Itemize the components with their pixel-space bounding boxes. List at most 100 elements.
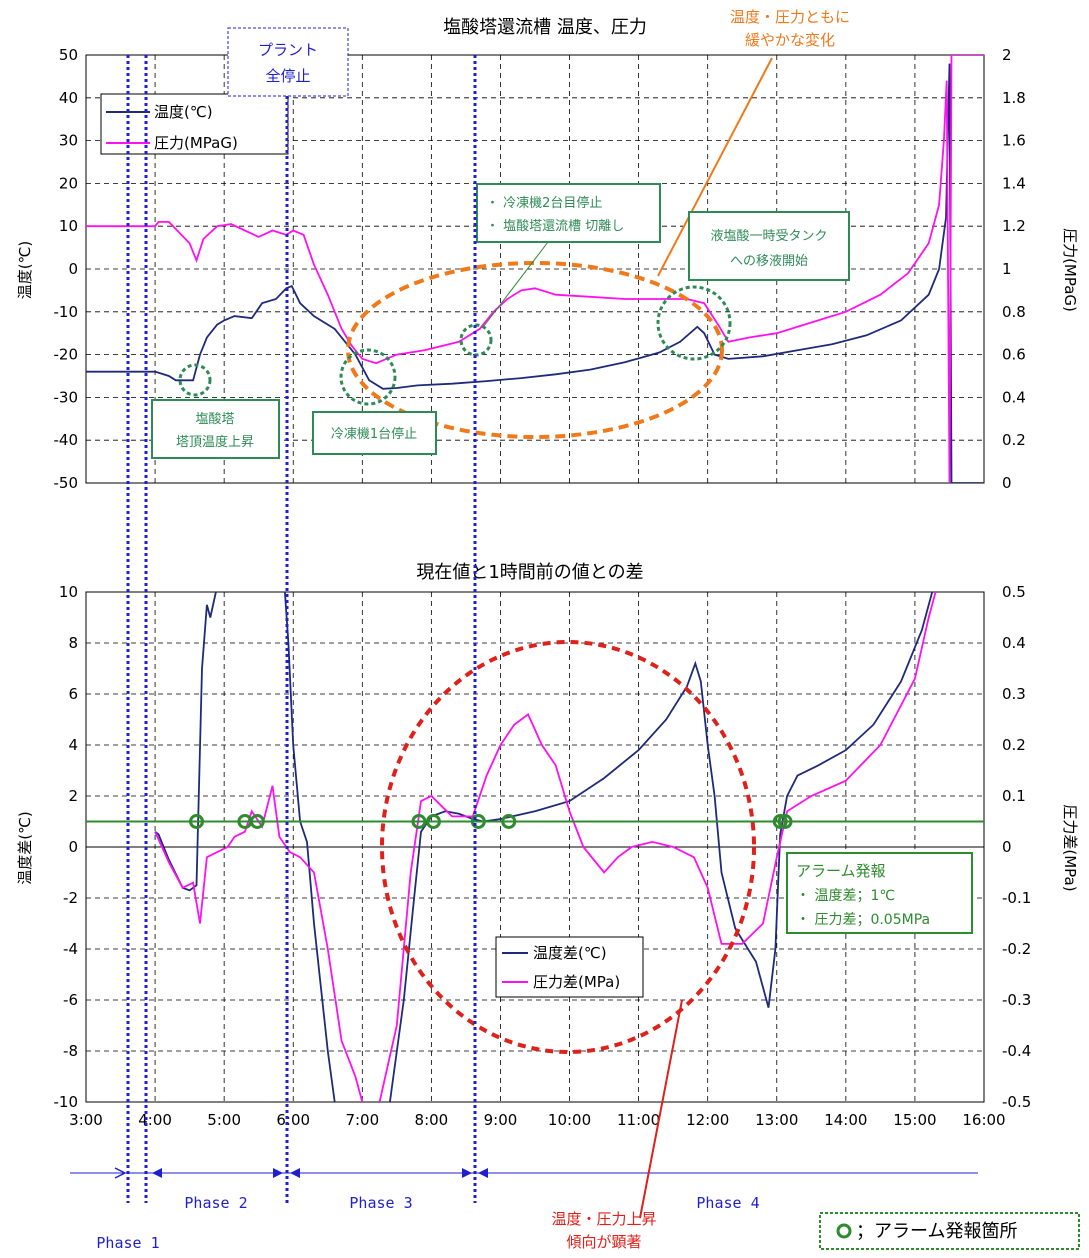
y-tick-label: -50 — [54, 474, 79, 492]
tank-transfer-box — [688, 211, 850, 281]
x-tick-label: 6:00 — [276, 1111, 310, 1129]
gentle-change-pointer — [657, 57, 773, 277]
phase-timeline: Phase 1 Phase 2 Phase 3 Phase 4 — [70, 1167, 978, 1252]
gentle-change-text-2: 緩やかな変化 — [745, 31, 835, 49]
phase-arrow — [114, 1172, 126, 1179]
y2-tick-label: 1 — [1002, 260, 1012, 278]
alarm-point — [189, 814, 205, 829]
cooler1-text: 冷凍機1台停止 — [331, 426, 417, 442]
bottom-chart-title: 現在値と1時間前の値との差 — [416, 562, 643, 583]
phase-boundaries — [126, 55, 477, 1203]
alarm-info-title: アラーム発報 — [796, 862, 886, 880]
bottom-legend: 温度差(℃) 圧力差(MPa) — [495, 936, 644, 998]
bottom-y-ticks: 10 8 6 4 2 0 -2 -4 -6 -8 -10 — [54, 583, 79, 1111]
bottom-y2-ticks: 0.5 0.4 0.3 0.2 0.1 0 -0.1 -0.2 -0.3 -0.4 -0.5 — [1002, 583, 1031, 1111]
alarm-legend-box — [819, 1212, 1080, 1250]
phase-3-label: Phase 3 — [349, 1194, 412, 1212]
top-y-axis-label: 温度(℃) — [16, 241, 34, 300]
y-tick-label: -20 — [54, 346, 79, 364]
y-tick-label: 40 — [59, 89, 78, 107]
alarm-point — [411, 814, 427, 829]
rise-trend-text-1: 温度・圧力上昇 — [551, 1210, 656, 1228]
y2-tick-label: 1.8 — [1002, 89, 1026, 107]
y2-tick-label: 0.3 — [1002, 685, 1026, 703]
y2-tick-label: 0 — [1002, 838, 1012, 856]
top-chart: 塩酸塔還流槽 温度、圧力 50403020100-10-20-30-40-50 … — [16, 8, 1079, 492]
event-circle-tank — [656, 285, 732, 361]
y2-tick-label: 0 — [1002, 474, 1012, 492]
y-tick-label: -10 — [54, 303, 79, 321]
y2-tick-label: 0.5 — [1002, 583, 1026, 601]
series-line — [284, 592, 336, 1102]
x-tick-label: 10:00 — [548, 1111, 591, 1129]
y2-tick-label: -0.5 — [1002, 1093, 1031, 1111]
rise-trend-text-2: 傾向が顕著 — [566, 1233, 641, 1251]
y-tick-label: 2 — [68, 787, 78, 805]
legend-label-tempdiff: 温度差(℃) — [533, 944, 607, 962]
alarm-point — [772, 814, 788, 829]
rise-trend-pointer — [639, 999, 683, 1219]
bottom-series — [154, 592, 937, 1102]
y2-tick-label: 0.4 — [1002, 634, 1026, 652]
x-tick-label: 5:00 — [207, 1111, 241, 1129]
top-chart-title: 塩酸塔還流槽 温度、圧力 — [443, 17, 647, 38]
y-tick-label: 0 — [68, 260, 78, 278]
series-line — [86, 63, 984, 483]
tank-transfer-text-2: への移液開始 — [730, 254, 808, 269]
rise-trend-ellipse — [380, 640, 756, 1054]
event-circle-cooler1 — [339, 348, 397, 406]
alarm-point — [425, 814, 441, 829]
tank-transfer-text-1: 液塩酸一時受タンク — [710, 229, 827, 244]
y-tick-label: 10 — [59, 217, 78, 235]
legend-label-press: 圧力(MPaG) — [154, 134, 238, 152]
y2-tick-label: 0.2 — [1002, 431, 1026, 449]
bottom-x-ticks: 3:00 4:00 5:00 6:00 7:00 8:00 9:00 10:00 11:00 12… — [69, 1111, 1005, 1129]
phase-2-label: Phase 2 — [184, 1194, 247, 1212]
y-tick-label: 0 — [68, 838, 78, 856]
phase-arrow — [152, 1168, 162, 1178]
x-tick-label: 8:00 — [415, 1111, 449, 1129]
cooler1-box — [312, 411, 437, 455]
alarm-point — [777, 814, 793, 829]
top-y2-ticks: 2 1.8 1.6 1.4 1.2 1 0.8 0.6 0.4 0.2 0 — [1002, 46, 1026, 492]
y-tick-label: -40 — [54, 431, 79, 449]
y-tick-label: -4 — [63, 940, 78, 958]
alarm-point — [501, 814, 517, 829]
top-y-ticks: 50 40 30 20 10 0 -10 -20 -30 -40 -50 — [54, 46, 79, 492]
y2-tick-label: 1.2 — [1002, 217, 1026, 235]
series-line — [86, 55, 984, 483]
event-circle-tower — [178, 363, 212, 397]
top-series — [86, 55, 984, 483]
y-tick-label: 20 — [59, 174, 78, 192]
y-tick-label: 30 — [59, 132, 78, 150]
plant-stop-text-1: プラント — [258, 41, 318, 59]
y2-tick-label: -0.4 — [1002, 1042, 1031, 1060]
phase-4-label: Phase 4 — [696, 1194, 759, 1212]
cooler2-box — [476, 183, 661, 243]
bottom-legend-box — [495, 936, 644, 998]
y2-tick-label: 1.6 — [1002, 132, 1026, 150]
bottom-y2-axis-label: 圧力差(MPa) — [1061, 804, 1079, 891]
tower-temp-text-2: 塔頂温度上昇 — [176, 434, 254, 450]
y2-tick-label: 0.2 — [1002, 736, 1026, 754]
x-tick-label: 12:00 — [686, 1111, 729, 1129]
phase-arrow — [462, 1168, 472, 1178]
y2-tick-label: 0.8 — [1002, 303, 1026, 321]
y-tick-label: -2 — [63, 889, 78, 907]
y2-tick-label: 0.6 — [1002, 346, 1026, 364]
gentle-change-text-1: 温度・圧力ともに — [730, 8, 850, 26]
y-tick-label: -8 — [63, 1042, 78, 1060]
y2-tick-label: 0.4 — [1002, 388, 1026, 406]
y-tick-label: -10 — [54, 1093, 79, 1111]
alarm-legend-text: ；アラーム発報箇所 — [856, 1221, 1017, 1242]
y2-tick-label: 1.4 — [1002, 174, 1026, 192]
phase-arrow — [478, 1168, 488, 1178]
x-tick-label: 9:00 — [484, 1111, 518, 1129]
x-tick-label: 3:00 — [69, 1111, 103, 1129]
y-tick-label: 4 — [68, 736, 78, 754]
y-tick-label: -6 — [63, 991, 78, 1009]
alarm-points — [189, 814, 793, 829]
y-tick-label: 50 — [59, 46, 78, 64]
legend-label-temp: 温度(℃) — [154, 103, 213, 121]
y-tick-label: 6 — [68, 685, 78, 703]
